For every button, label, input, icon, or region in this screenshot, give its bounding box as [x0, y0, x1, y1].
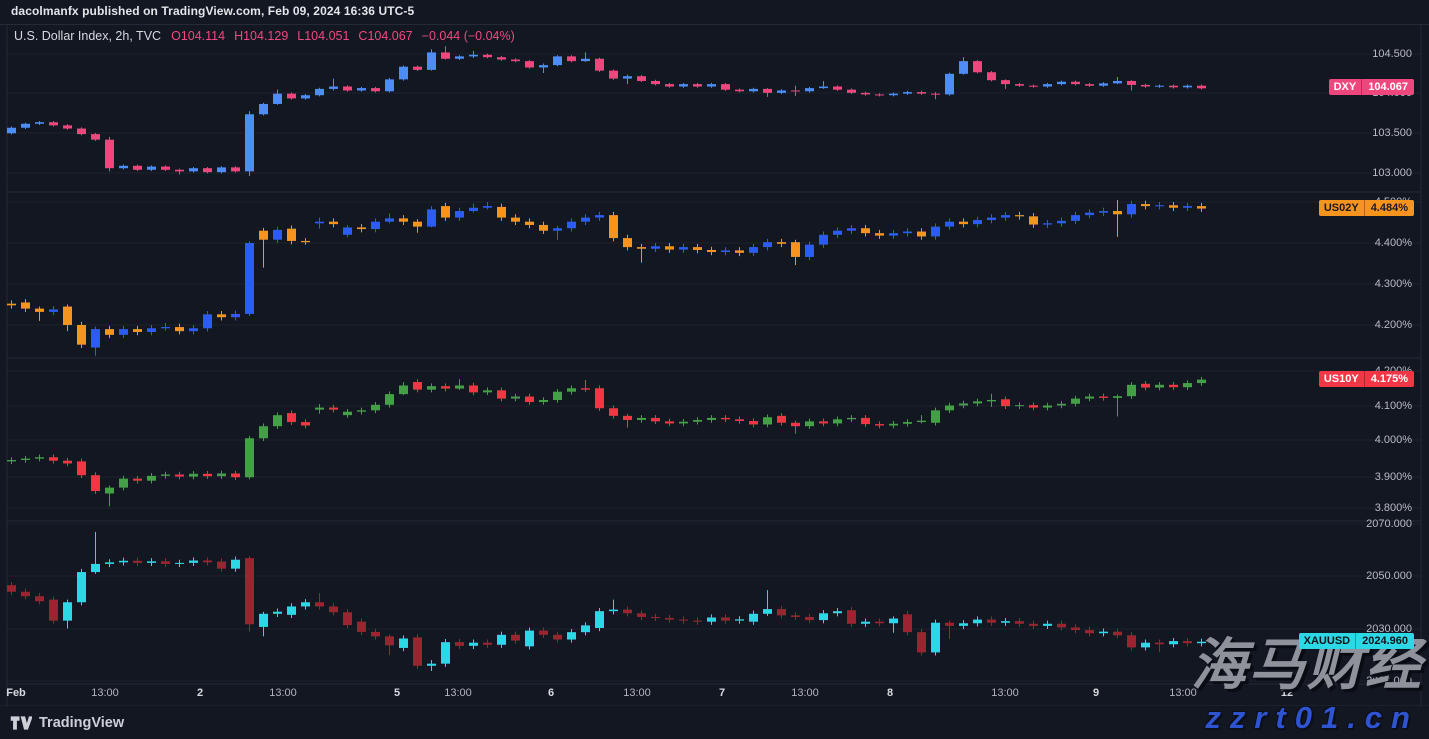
- price-tick-label: 4.100%: [1374, 400, 1412, 412]
- time-tick-label: 5: [393, 687, 401, 699]
- price-tick-label: 2050.000: [1366, 570, 1412, 582]
- price-badge-DXY: DXY 104.067: [1328, 79, 1414, 96]
- badge-symbol: US02Y: [1319, 199, 1365, 216]
- pane-US02Y[interactable]: [7, 199, 1421, 356]
- legend-high-label: H: [234, 29, 244, 43]
- pane-US10Y[interactable]: [7, 370, 1421, 509]
- price-badge-US02Y: US02Y 4.484%: [1318, 199, 1414, 216]
- time-tick-label: 13:00: [791, 687, 819, 699]
- badge-symbol: DXY: [1329, 79, 1363, 96]
- attribution-text: dacolmanfx published on TradingView.com,…: [11, 4, 415, 18]
- badge-value: 4.175%: [1370, 372, 1408, 385]
- price-tick-label: 4.200%: [1374, 319, 1412, 331]
- time-axis[interactable]: Feb 13:00 2 13:00 5 13:00 6 13:00 7 13:00 8 13:00 9 1…: [0, 684, 1429, 706]
- time-tick-label: 13:00: [1169, 687, 1197, 699]
- price-tick-label: 4.000%: [1374, 434, 1412, 446]
- legend-close-value: 104.067: [367, 29, 413, 43]
- pane-XAUUSD[interactable]: [7, 523, 1421, 682]
- legend-title: U.S. Dollar Index, 2h, TVC: [14, 29, 162, 43]
- legend-change: −0.044 (−0.04%): [421, 29, 515, 43]
- legend-low-label: L: [297, 29, 305, 43]
- pane-DXY[interactable]: [7, 46, 1421, 177]
- time-tick-label: 13:00: [91, 687, 119, 699]
- price-tick-label: 104.500: [1372, 48, 1412, 60]
- badge-value: 4.484%: [1370, 201, 1408, 214]
- time-tick-label: Feb: [6, 687, 26, 699]
- time-tick-label: 13:00: [623, 687, 651, 699]
- watermark-url-text: zzrt01.cn: [1205, 700, 1419, 735]
- price-tick-label: 2070.000: [1366, 518, 1412, 530]
- badge-symbol: XAUUSD: [1299, 632, 1357, 649]
- price-tick-label: 2030.000: [1366, 623, 1412, 635]
- price-badge-XAUUSD: XAUUSD 2024.960: [1298, 632, 1414, 649]
- footer-bar: TradingView: [0, 706, 1429, 739]
- price-tick-label: 3.900%: [1374, 471, 1412, 483]
- legend-close-label: C: [358, 29, 368, 43]
- time-tick-label: 6: [547, 687, 555, 699]
- price-tick-label: 103.500: [1372, 127, 1412, 139]
- price-tick-label: 4.300%: [1374, 278, 1412, 290]
- price-tick-label: 4.400%: [1374, 237, 1412, 249]
- symbol-legend: U.S. Dollar Index, 2h, TVC O104.114 H104.1…: [14, 29, 515, 43]
- legend-open-value: 104.114: [180, 29, 226, 43]
- attribution-bar: dacolmanfx published on TradingView.com,…: [0, 0, 1429, 25]
- legend-low-value: 104.051: [304, 29, 350, 43]
- time-tick-label: 13:00: [444, 687, 472, 699]
- time-tick-label: 9: [1092, 687, 1100, 699]
- badge-value: 2024.960: [1362, 634, 1408, 647]
- price-tick-label: 2010.000: [1366, 675, 1412, 687]
- price-badge-US10Y: US10Y 4.175%: [1318, 370, 1414, 387]
- time-tick-label: 7: [718, 687, 726, 699]
- legend-high-value: 104.129: [243, 29, 289, 43]
- price-tick-label: 103.000: [1372, 167, 1412, 179]
- time-tick-label: 13:00: [991, 687, 1019, 699]
- badge-symbol: US10Y: [1319, 370, 1365, 387]
- time-tick-label: 12: [1280, 687, 1294, 699]
- tradingview-logo-link[interactable]: TradingView: [10, 714, 124, 732]
- badge-value: 104.067: [1368, 81, 1408, 94]
- legend-open-label: O: [171, 29, 181, 43]
- tradingview-logo-icon: [10, 714, 32, 732]
- time-tick-label: 8: [886, 687, 894, 699]
- time-tick-label: 13:00: [269, 687, 297, 699]
- time-tick-label: 2: [196, 687, 204, 699]
- tradingview-logo-text: TradingView: [39, 715, 125, 731]
- price-tick-label: 3.800%: [1374, 502, 1412, 514]
